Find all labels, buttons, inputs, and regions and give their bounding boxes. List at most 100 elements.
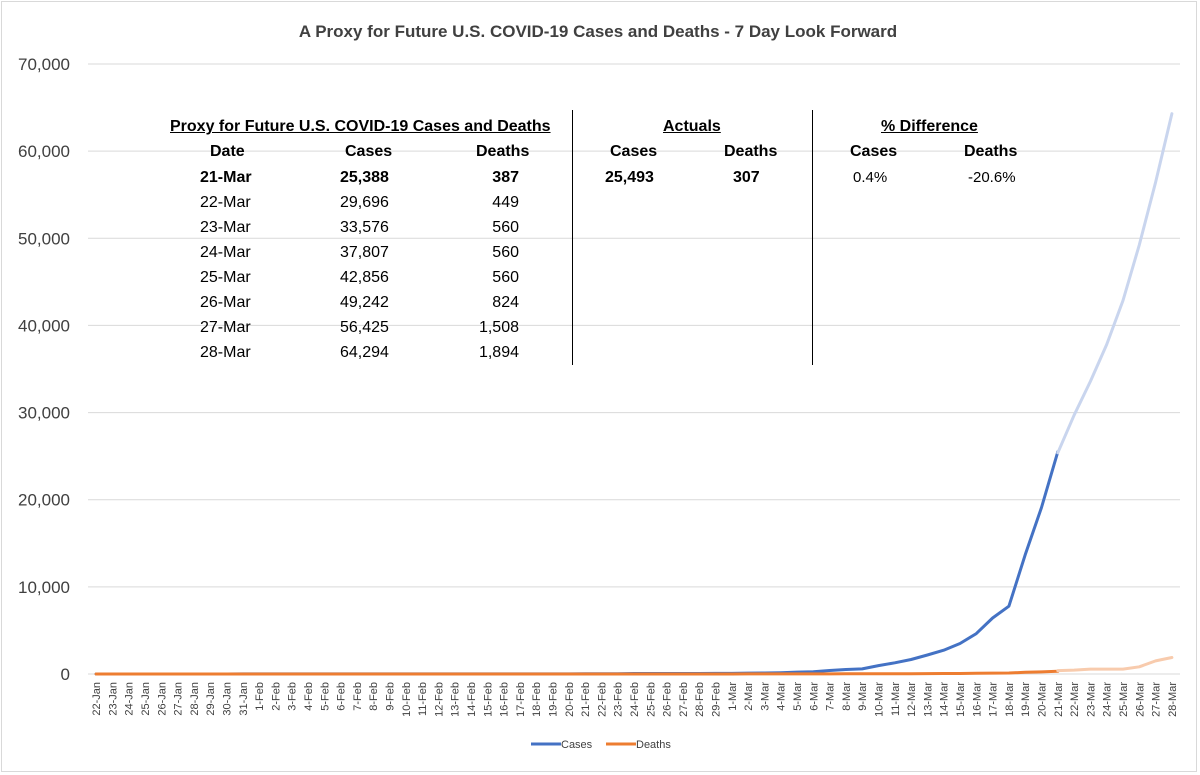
actuals-cases: 25,493 [605, 169, 654, 186]
col-header-cases: Cases [345, 143, 393, 160]
x-tick-label: 28-Feb [694, 682, 706, 717]
x-tick-label: 29-Feb [710, 682, 722, 717]
y-tick-label: 30,000 [18, 404, 70, 423]
x-tick-label: 25-Feb [645, 682, 657, 717]
divider-line [572, 110, 573, 365]
x-tick-label: 24-Feb [629, 682, 641, 717]
x-tick-label: 7-Mar [825, 682, 837, 711]
x-tick-label: 16-Mar [971, 682, 983, 717]
x-tick-label: 12-Mar [906, 682, 918, 717]
y-tick-label: 50,000 [18, 229, 70, 248]
table-cell-cases: 25,388 [340, 169, 389, 186]
x-tick-label: 18-Feb [531, 682, 543, 717]
difference-deaths: -20.6% [968, 169, 1016, 186]
x-tick-label: 1-Feb [254, 682, 266, 711]
table-cell-deaths: 387 [492, 169, 519, 186]
table-cell-deaths: 560 [492, 219, 519, 236]
legend-label: Cases [561, 739, 593, 751]
x-tick-label: 27-Mar [1151, 682, 1163, 717]
x-tick-label: 8-Feb [368, 682, 380, 711]
x-tick-label: 16-Feb [499, 682, 511, 717]
table-cell-deaths: 449 [492, 194, 519, 211]
x-tick-label: 4-Mar [776, 682, 788, 711]
y-tick-label: 70,000 [18, 55, 70, 74]
x-tick-label: 10-Mar [873, 682, 885, 717]
x-tick-label: 11-Feb [417, 682, 429, 716]
series-line-cases-proxy [1056, 112, 1174, 455]
difference-title: % Difference [881, 118, 978, 135]
y-tick-label: 0 [61, 665, 70, 684]
chart-title: A Proxy for Future U.S. COVID-19 Cases a… [299, 22, 897, 41]
y-tick-label: 20,000 [18, 491, 70, 510]
x-tick-label: 15-Feb [482, 682, 494, 717]
table-cell-deaths: 824 [492, 294, 519, 311]
x-tick-label: 23-Mar [1085, 682, 1097, 717]
series-line-deaths-proxy [1056, 656, 1174, 673]
x-tick-label: 25-Mar [1118, 682, 1130, 717]
table-cell-cases: 37,807 [340, 244, 389, 261]
x-tick-label: 17-Mar [988, 682, 1000, 717]
actuals-deaths: 307 [733, 169, 760, 186]
x-tick-label: 22-Jan [91, 682, 103, 716]
x-tick-label: 9-Feb [385, 682, 397, 711]
x-tick-label: 6-Mar [808, 682, 820, 711]
x-tick-label: 10-Feb [401, 682, 413, 717]
x-tick-label: 20-Feb [564, 682, 576, 717]
x-tick-label: 11-Mar [890, 682, 902, 716]
actuals-title: Actuals [663, 118, 721, 135]
x-tick-label: 9-Mar [857, 682, 869, 711]
table-cell-date: 23-Mar [200, 219, 251, 236]
x-tick-label: 1-Mar [727, 682, 739, 711]
x-tick-label: 2-Mar [743, 682, 755, 711]
table-cell-date: 27-Mar [200, 319, 251, 336]
x-tick-label: 5-Feb [319, 682, 331, 711]
table-cell-cases: 29,696 [340, 194, 389, 211]
table-cell-cases: 49,242 [340, 294, 389, 311]
x-tick-label: 24-Jan [124, 682, 136, 716]
x-tick-label: 22-Feb [596, 682, 608, 717]
x-tick-label: 19-Feb [548, 682, 560, 717]
table-title: Proxy for Future U.S. COVID-19 Cases and… [170, 118, 551, 135]
x-tick-label: 17-Feb [515, 682, 527, 717]
x-tick-label: 15-Mar [955, 682, 967, 717]
table-cell-deaths: 1,894 [478, 344, 519, 361]
y-tick-label: 60,000 [18, 142, 70, 161]
table-cell-cases: 33,576 [340, 219, 389, 236]
x-tick-label: 8-Mar [841, 682, 853, 711]
table-cell-deaths: 560 [492, 244, 519, 261]
table-cell-date: 21-Mar [200, 169, 252, 186]
series-line-deaths [94, 669, 1060, 676]
x-tick-label: 19-Mar [1020, 682, 1032, 717]
x-tick-label: 14-Feb [466, 682, 478, 717]
divider-line [812, 110, 813, 365]
x-tick-label: 20-Mar [1036, 682, 1048, 717]
x-tick-label: 4-Feb [303, 682, 315, 711]
x-tick-label: 27-Jan [173, 682, 185, 716]
difference-cases: 0.4% [853, 169, 888, 186]
difference-header-deaths: Deaths [964, 143, 1018, 160]
x-tick-label: 12-Feb [433, 682, 445, 717]
actuals-header-cases: Cases [610, 143, 658, 160]
x-tick-label: 6-Feb [336, 682, 348, 711]
table-cell-date: 22-Mar [200, 194, 251, 211]
x-tick-label: 21-Mar [1053, 682, 1065, 717]
x-tick-label: 5-Mar [792, 682, 804, 711]
x-tick-label: 24-Mar [1102, 682, 1114, 717]
table-cell-date: 26-Mar [200, 294, 251, 311]
x-tick-label: 27-Feb [678, 682, 690, 717]
x-tick-label: 31-Jan [238, 682, 250, 716]
table-cell-deaths: 1,508 [478, 319, 519, 336]
x-tick-label: 28-Jan [189, 682, 201, 716]
x-tick-label: 23-Jan [107, 682, 119, 716]
x-tick-label: 13-Feb [450, 682, 462, 717]
x-tick-label: 18-Mar [1004, 682, 1016, 717]
table-cell-cases: 56,425 [340, 319, 389, 336]
x-tick-label: 22-Mar [1069, 682, 1081, 717]
x-tick-label: 3-Feb [287, 682, 299, 711]
actuals-header-deaths: Deaths [724, 143, 778, 160]
difference-header-cases: Cases [850, 143, 898, 160]
table-cell-cases: 42,856 [340, 269, 389, 286]
x-tick-label: 7-Feb [352, 682, 364, 711]
